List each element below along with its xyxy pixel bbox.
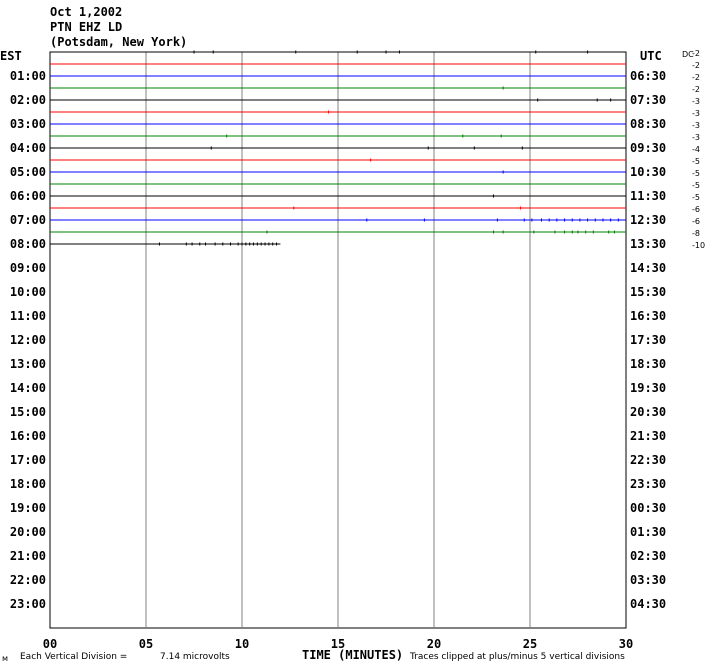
right-hour-label: 14:30 [630, 261, 666, 275]
right-hour-label: 09:30 [630, 141, 666, 155]
x-tick-label: 00 [43, 637, 57, 651]
left-hour-label: 09:00 [10, 261, 46, 275]
left-hour-label: 11:00 [10, 309, 46, 323]
right-hour-label: 08:30 [630, 117, 666, 131]
x-tick-label: 25 [523, 637, 537, 651]
right-hour-label: 21:30 [630, 429, 666, 443]
right-hour-label: 19:30 [630, 381, 666, 395]
x-tick-label: 20 [427, 637, 441, 651]
right-hour-label: 11:30 [630, 189, 666, 203]
right-hour-labels: 06:30 07:30 08:30 09:30 10:30 11:30 12:30 13:30… [630, 69, 666, 611]
right-hour-label: 17:30 [630, 333, 666, 347]
offset-label: -2 [692, 61, 700, 70]
offset-label: -6 [692, 217, 700, 226]
x-tick-label: 05 [139, 637, 153, 651]
right-hour-label: 07:30 [630, 93, 666, 107]
clip-note: Traces clipped at plus/minus 5 vertical … [409, 652, 625, 662]
offset-label: -2 [692, 85, 700, 94]
right-hour-label: 12:30 [630, 213, 666, 227]
left-hour-label: 03:00 [10, 117, 46, 131]
left-hour-label: 13:00 [10, 357, 46, 371]
left-hour-label: 06:00 [10, 189, 46, 203]
offset-label: -2 [692, 73, 700, 82]
left-hour-label: 22:00 [10, 573, 46, 587]
offset-label: -3 [692, 97, 700, 106]
header-location: (Potsdam, New York) [50, 35, 187, 49]
left-hour-label: 10:00 [10, 285, 46, 299]
right-hour-label: 01:30 [630, 525, 666, 539]
right-hour-label: 06:30 [630, 69, 666, 83]
left-hour-label: 18:00 [10, 477, 46, 491]
division-value: 7.14 microvolts [160, 652, 230, 662]
header-station: PTN EHZ LD [50, 20, 122, 34]
left-hour-label: 19:00 [10, 501, 46, 515]
right-hour-label: 22:30 [630, 453, 666, 467]
left-hour-label: 04:00 [10, 141, 46, 155]
right-hour-label: 03:30 [630, 573, 666, 587]
offset-labels: -2 -2 -2 -2 -3 -3 -3 -3 -4 -5 -5 -5 -5 -6 -6 -8 -10 [692, 49, 705, 250]
left-hour-label: 14:00 [10, 381, 46, 395]
x-tick-labels: 00 05 10 15 20 25 30 [43, 637, 633, 651]
left-hour-label: 07:00 [10, 213, 46, 227]
left-hour-label: 16:00 [10, 429, 46, 443]
right-hour-label: 15:30 [630, 285, 666, 299]
offset-label: -5 [692, 157, 700, 166]
left-hour-label: 15:00 [10, 405, 46, 419]
left-hour-labels: 01:00 02:00 03:00 04:00 05:00 06:00 07:00 08:00… [10, 69, 46, 611]
right-hour-label: 04:30 [630, 597, 666, 611]
right-timezone-label: UTC [640, 49, 662, 63]
left-hour-label: 05:00 [10, 165, 46, 179]
right-hour-label: 02:30 [630, 549, 666, 563]
right-hour-label: 23:30 [630, 477, 666, 491]
left-hour-label: 12:00 [10, 333, 46, 347]
left-hour-label: 02:00 [10, 93, 46, 107]
x-tick-label: 30 [619, 637, 633, 651]
right-hour-label: 13:30 [630, 237, 666, 251]
left-timezone-label: EST [0, 49, 22, 63]
left-hour-label: 23:00 [10, 597, 46, 611]
vertical-gridlines [145, 52, 531, 628]
offset-label: -2 [692, 49, 700, 58]
x-axis-label: TIME (MINUTES) [302, 648, 403, 662]
offset-label: -6 [692, 205, 700, 214]
traces-group [50, 50, 626, 246]
offsets-header: DC [682, 50, 694, 59]
offset-label: -3 [692, 121, 700, 130]
x-tick-label: 10 [235, 637, 249, 651]
left-hour-label: 21:00 [10, 549, 46, 563]
right-hour-label: 00:30 [630, 501, 666, 515]
offset-label: -5 [692, 181, 700, 190]
corner-mark: ᴍ [2, 654, 8, 663]
x-tick-label: 15 [331, 637, 345, 651]
offset-label: -4 [692, 145, 700, 154]
header-date: Oct 1,2002 [50, 5, 122, 19]
right-hour-label: 18:30 [630, 357, 666, 371]
offset-label: -3 [692, 109, 700, 118]
right-hour-label: 10:30 [630, 165, 666, 179]
offset-label: -5 [692, 193, 700, 202]
division-label: Each Vertical Division = [20, 652, 127, 662]
offset-label: -5 [692, 169, 700, 178]
right-hour-label: 16:30 [630, 309, 666, 323]
left-hour-label: 17:00 [10, 453, 46, 467]
offset-label: -8 [692, 229, 700, 238]
offset-label: -3 [692, 133, 700, 142]
offset-label: -10 [692, 241, 705, 250]
left-hour-label: 20:00 [10, 525, 46, 539]
right-hour-label: 20:30 [630, 405, 666, 419]
left-hour-label: 01:00 [10, 69, 46, 83]
left-hour-label: 08:00 [10, 237, 46, 251]
